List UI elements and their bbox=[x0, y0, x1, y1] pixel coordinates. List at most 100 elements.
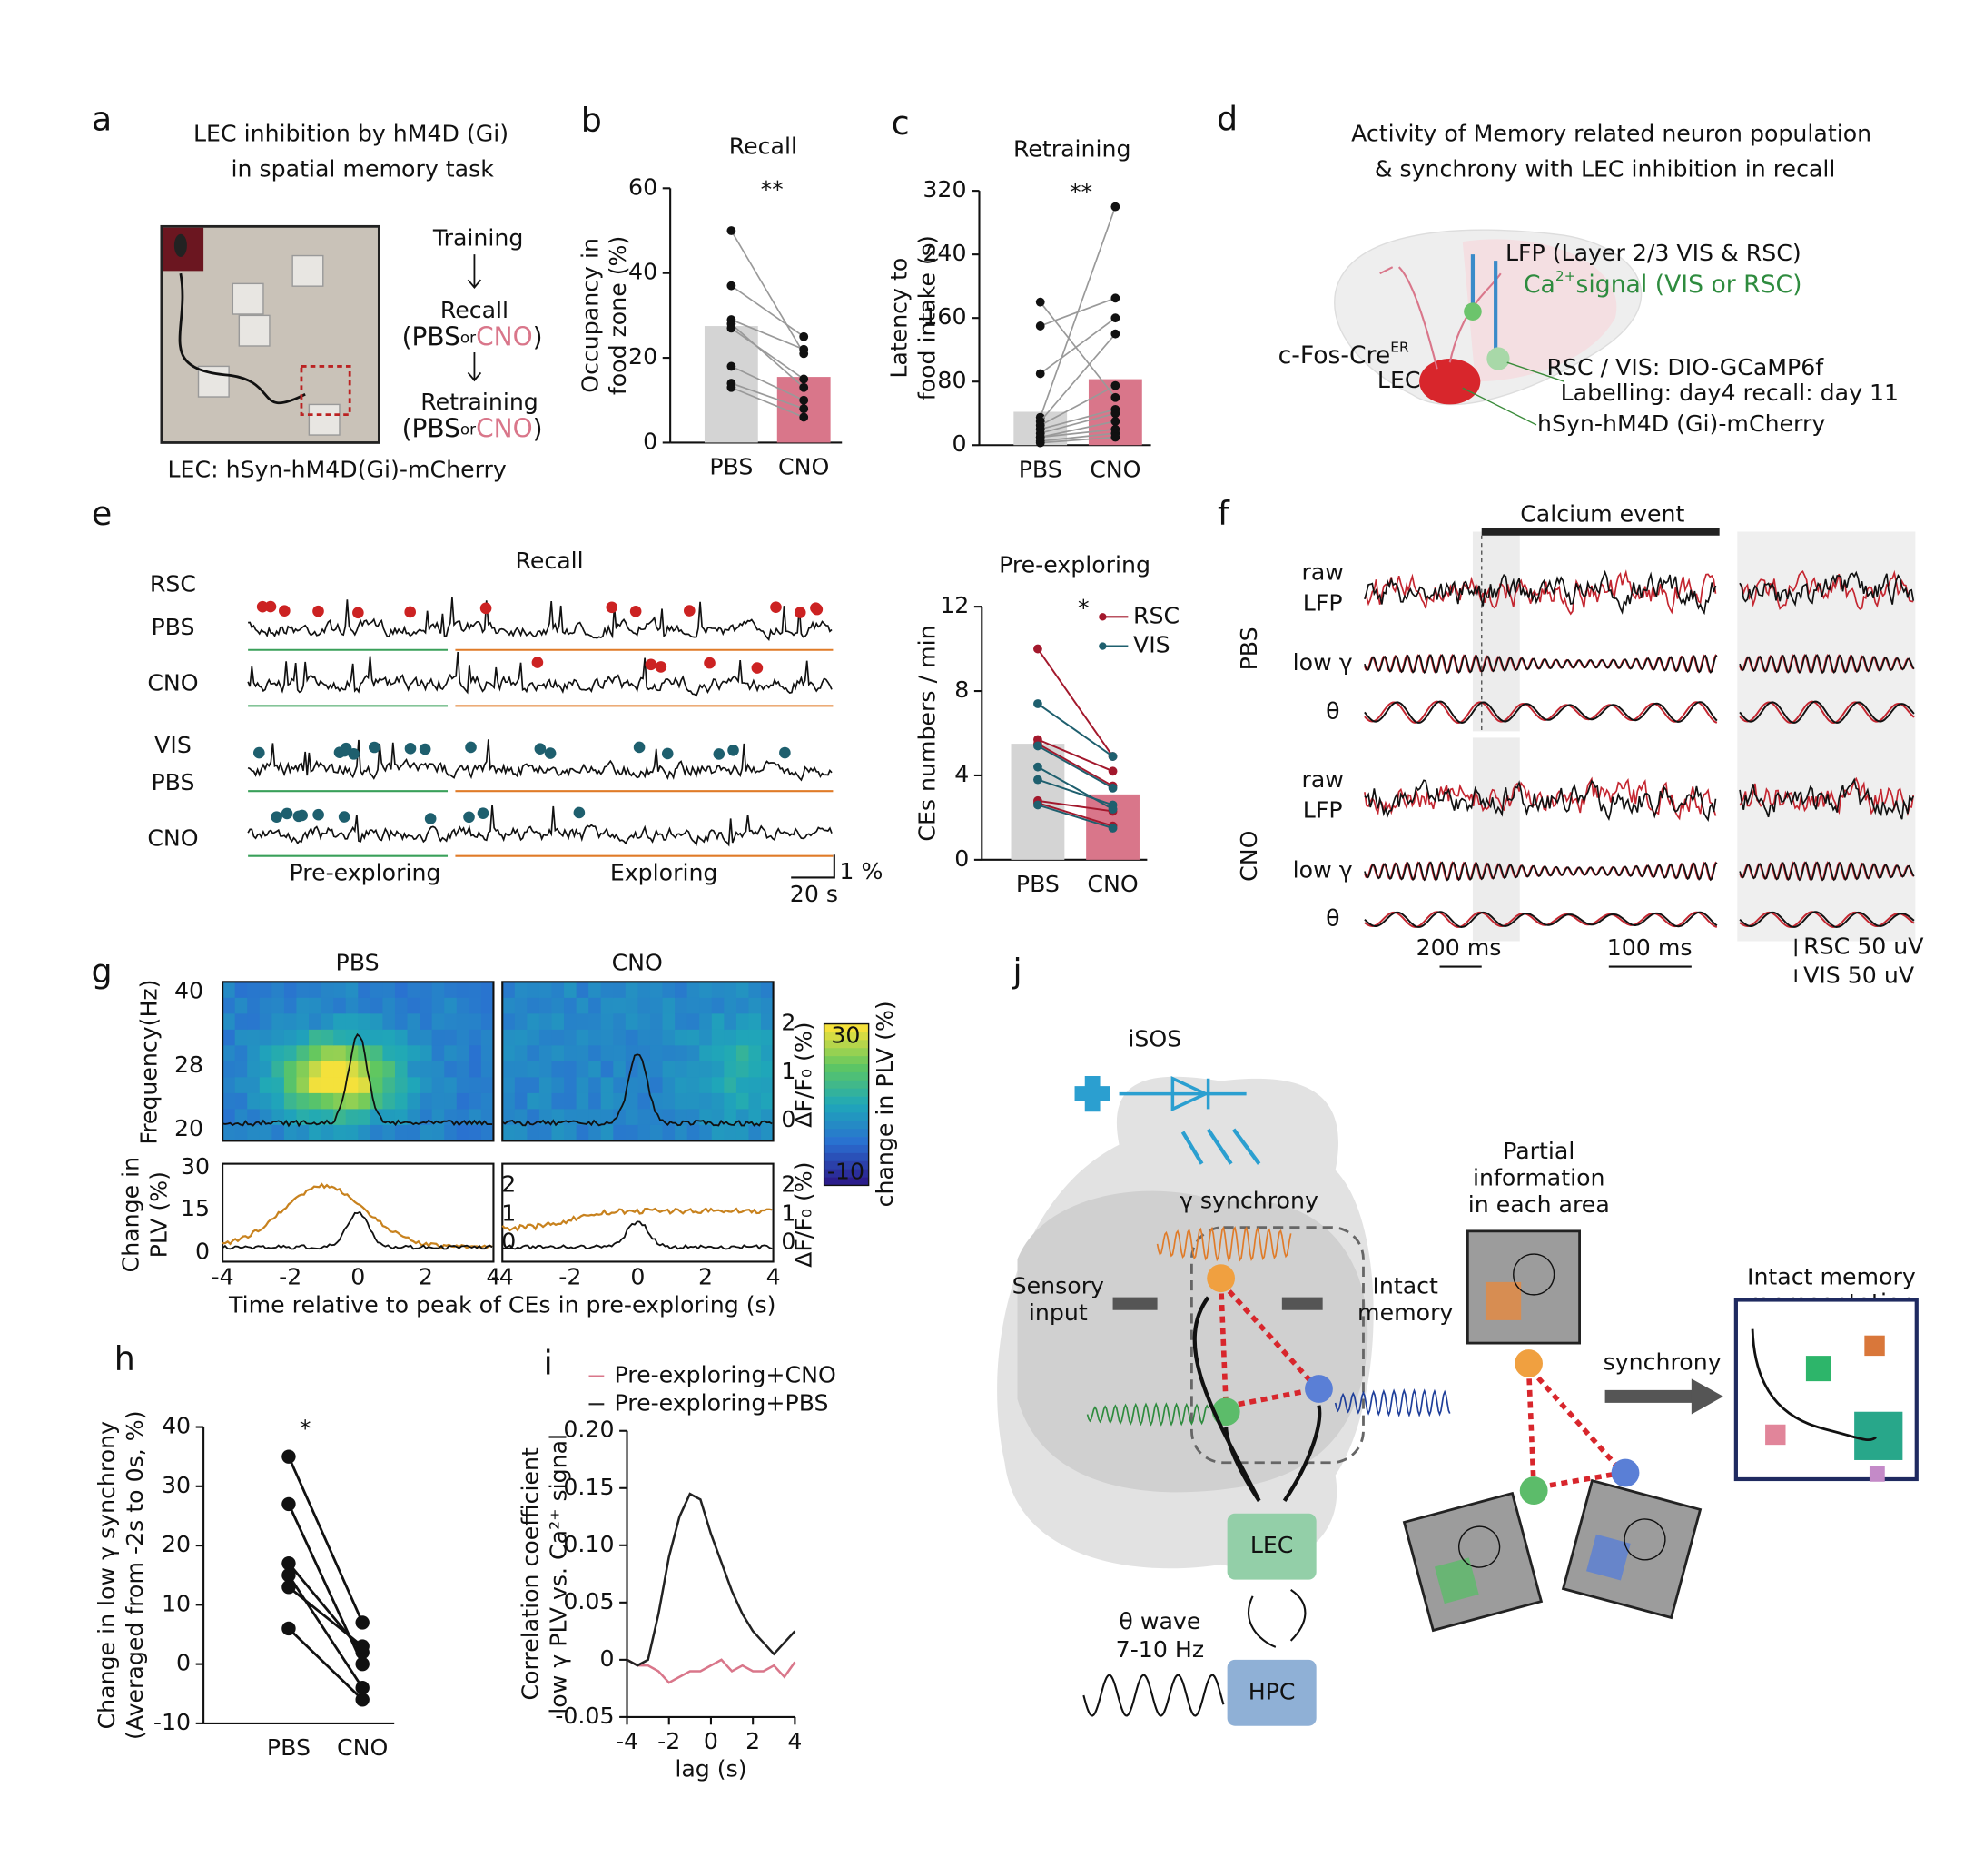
pair-line bbox=[730, 230, 804, 354]
heat-cell bbox=[637, 1124, 651, 1142]
heat-cell bbox=[502, 1092, 516, 1111]
heat-cell bbox=[613, 982, 627, 999]
heat-cell bbox=[259, 1061, 273, 1079]
cortex bbox=[1462, 239, 1617, 382]
heat-cell bbox=[637, 982, 651, 999]
cube bbox=[232, 282, 264, 315]
label: θ bbox=[1326, 905, 1339, 932]
heat-cell bbox=[480, 1013, 495, 1031]
pair-line bbox=[288, 1585, 364, 1648]
heat-cell bbox=[711, 1077, 725, 1094]
label-part: or bbox=[460, 329, 476, 347]
heat-cell bbox=[724, 1109, 737, 1126]
panel-letter: g bbox=[91, 952, 112, 991]
wave bbox=[1364, 911, 1718, 928]
x-tick-label: CNO bbox=[337, 1734, 388, 1761]
heat-cell bbox=[382, 1013, 396, 1031]
heat-cell bbox=[724, 1077, 737, 1094]
heat-cell bbox=[538, 1061, 553, 1079]
y-tick-label: 160 bbox=[923, 303, 966, 330]
label: synchrony bbox=[1604, 1349, 1722, 1376]
pair-line bbox=[1040, 384, 1116, 427]
pair-dot bbox=[355, 1615, 370, 1630]
label: 20 bbox=[174, 1115, 203, 1141]
heat-cell bbox=[686, 1013, 700, 1031]
y-tick-label: -10 bbox=[153, 1709, 191, 1735]
heat-cell bbox=[420, 982, 433, 999]
panel-letter: f bbox=[1218, 494, 1230, 533]
heat-cell bbox=[675, 1061, 688, 1079]
y-tick-label: 0 bbox=[599, 1645, 614, 1672]
heat-cell bbox=[469, 1029, 482, 1047]
y-axis-label: (Averaged from -2s to 0s, %) bbox=[122, 1410, 148, 1740]
heat-cell bbox=[444, 1029, 458, 1047]
label: -4 bbox=[491, 1264, 514, 1290]
highlight bbox=[1472, 531, 1520, 732]
heat-cell bbox=[748, 1061, 762, 1079]
heat-cell bbox=[637, 1109, 651, 1126]
significance: ** bbox=[1070, 179, 1092, 205]
x-tick-label: CNO bbox=[1090, 456, 1140, 482]
heat-cell bbox=[625, 1092, 639, 1111]
y-tick-label: 4 bbox=[954, 761, 969, 787]
colorbar-cell bbox=[824, 1064, 869, 1073]
heat-cell bbox=[564, 997, 577, 1015]
pair-dot bbox=[1108, 783, 1118, 793]
label: 7-10 Hz bbox=[1116, 1636, 1204, 1663]
synchrony-head bbox=[1691, 1378, 1723, 1415]
heat-cell bbox=[600, 1029, 615, 1047]
event-dot bbox=[404, 606, 417, 618]
x-tick-label: 4 bbox=[787, 1728, 802, 1754]
label: Recall bbox=[440, 297, 508, 323]
lec-region bbox=[1419, 359, 1481, 405]
label: 30 bbox=[181, 1153, 210, 1180]
heat-cell bbox=[613, 1109, 627, 1126]
heat-cell bbox=[370, 1092, 384, 1111]
path-arrow bbox=[178, 272, 306, 405]
heat-cell bbox=[699, 1045, 713, 1062]
pair-line bbox=[1037, 738, 1113, 773]
heat-cell bbox=[321, 1029, 334, 1047]
heat-cell bbox=[283, 1045, 298, 1062]
heat-cell bbox=[431, 1029, 445, 1047]
region-box bbox=[1190, 1226, 1365, 1465]
heat-cell bbox=[551, 982, 565, 999]
heat-cell bbox=[564, 1061, 577, 1079]
heat-cell bbox=[649, 997, 664, 1015]
pair-dot bbox=[726, 382, 736, 392]
heat-cell bbox=[456, 1029, 470, 1047]
heat-cell bbox=[345, 997, 359, 1015]
heat-cell bbox=[711, 1013, 725, 1031]
heat-cell bbox=[247, 1124, 261, 1142]
wave bbox=[1364, 861, 1718, 882]
plv-trace bbox=[501, 1207, 773, 1232]
heat-cell bbox=[370, 997, 384, 1015]
colorbar-cell bbox=[824, 1040, 869, 1049]
label: in each area bbox=[1468, 1191, 1610, 1218]
hpc-box bbox=[1227, 1659, 1317, 1726]
heat-cell bbox=[551, 1045, 565, 1062]
colorbar-cell bbox=[824, 1129, 869, 1138]
pair-dot bbox=[281, 1449, 296, 1464]
heat-cell bbox=[456, 1077, 470, 1094]
heat-cell bbox=[469, 1013, 482, 1031]
heat-cell bbox=[724, 1045, 737, 1062]
label: input bbox=[1029, 1299, 1088, 1326]
heat-cell bbox=[382, 1061, 396, 1079]
event-dot bbox=[794, 607, 806, 618]
colorbar-cell bbox=[824, 1032, 869, 1041]
heat-cell bbox=[333, 1045, 347, 1062]
heat-cell bbox=[420, 1029, 433, 1047]
wave bbox=[1364, 911, 1718, 928]
heat-cell bbox=[469, 1124, 482, 1142]
tile-piece bbox=[1434, 1557, 1479, 1604]
colorbar-cell bbox=[824, 1023, 869, 1032]
heat-cell bbox=[699, 1013, 713, 1031]
y-tick-label: 0 bbox=[176, 1650, 191, 1676]
heat-cell bbox=[420, 1124, 433, 1142]
heat-cell bbox=[469, 1077, 482, 1094]
label-part: or bbox=[460, 420, 476, 438]
heat-cell bbox=[296, 1077, 310, 1094]
node bbox=[1207, 1264, 1236, 1293]
y-tick-label: 0.10 bbox=[563, 1531, 614, 1557]
